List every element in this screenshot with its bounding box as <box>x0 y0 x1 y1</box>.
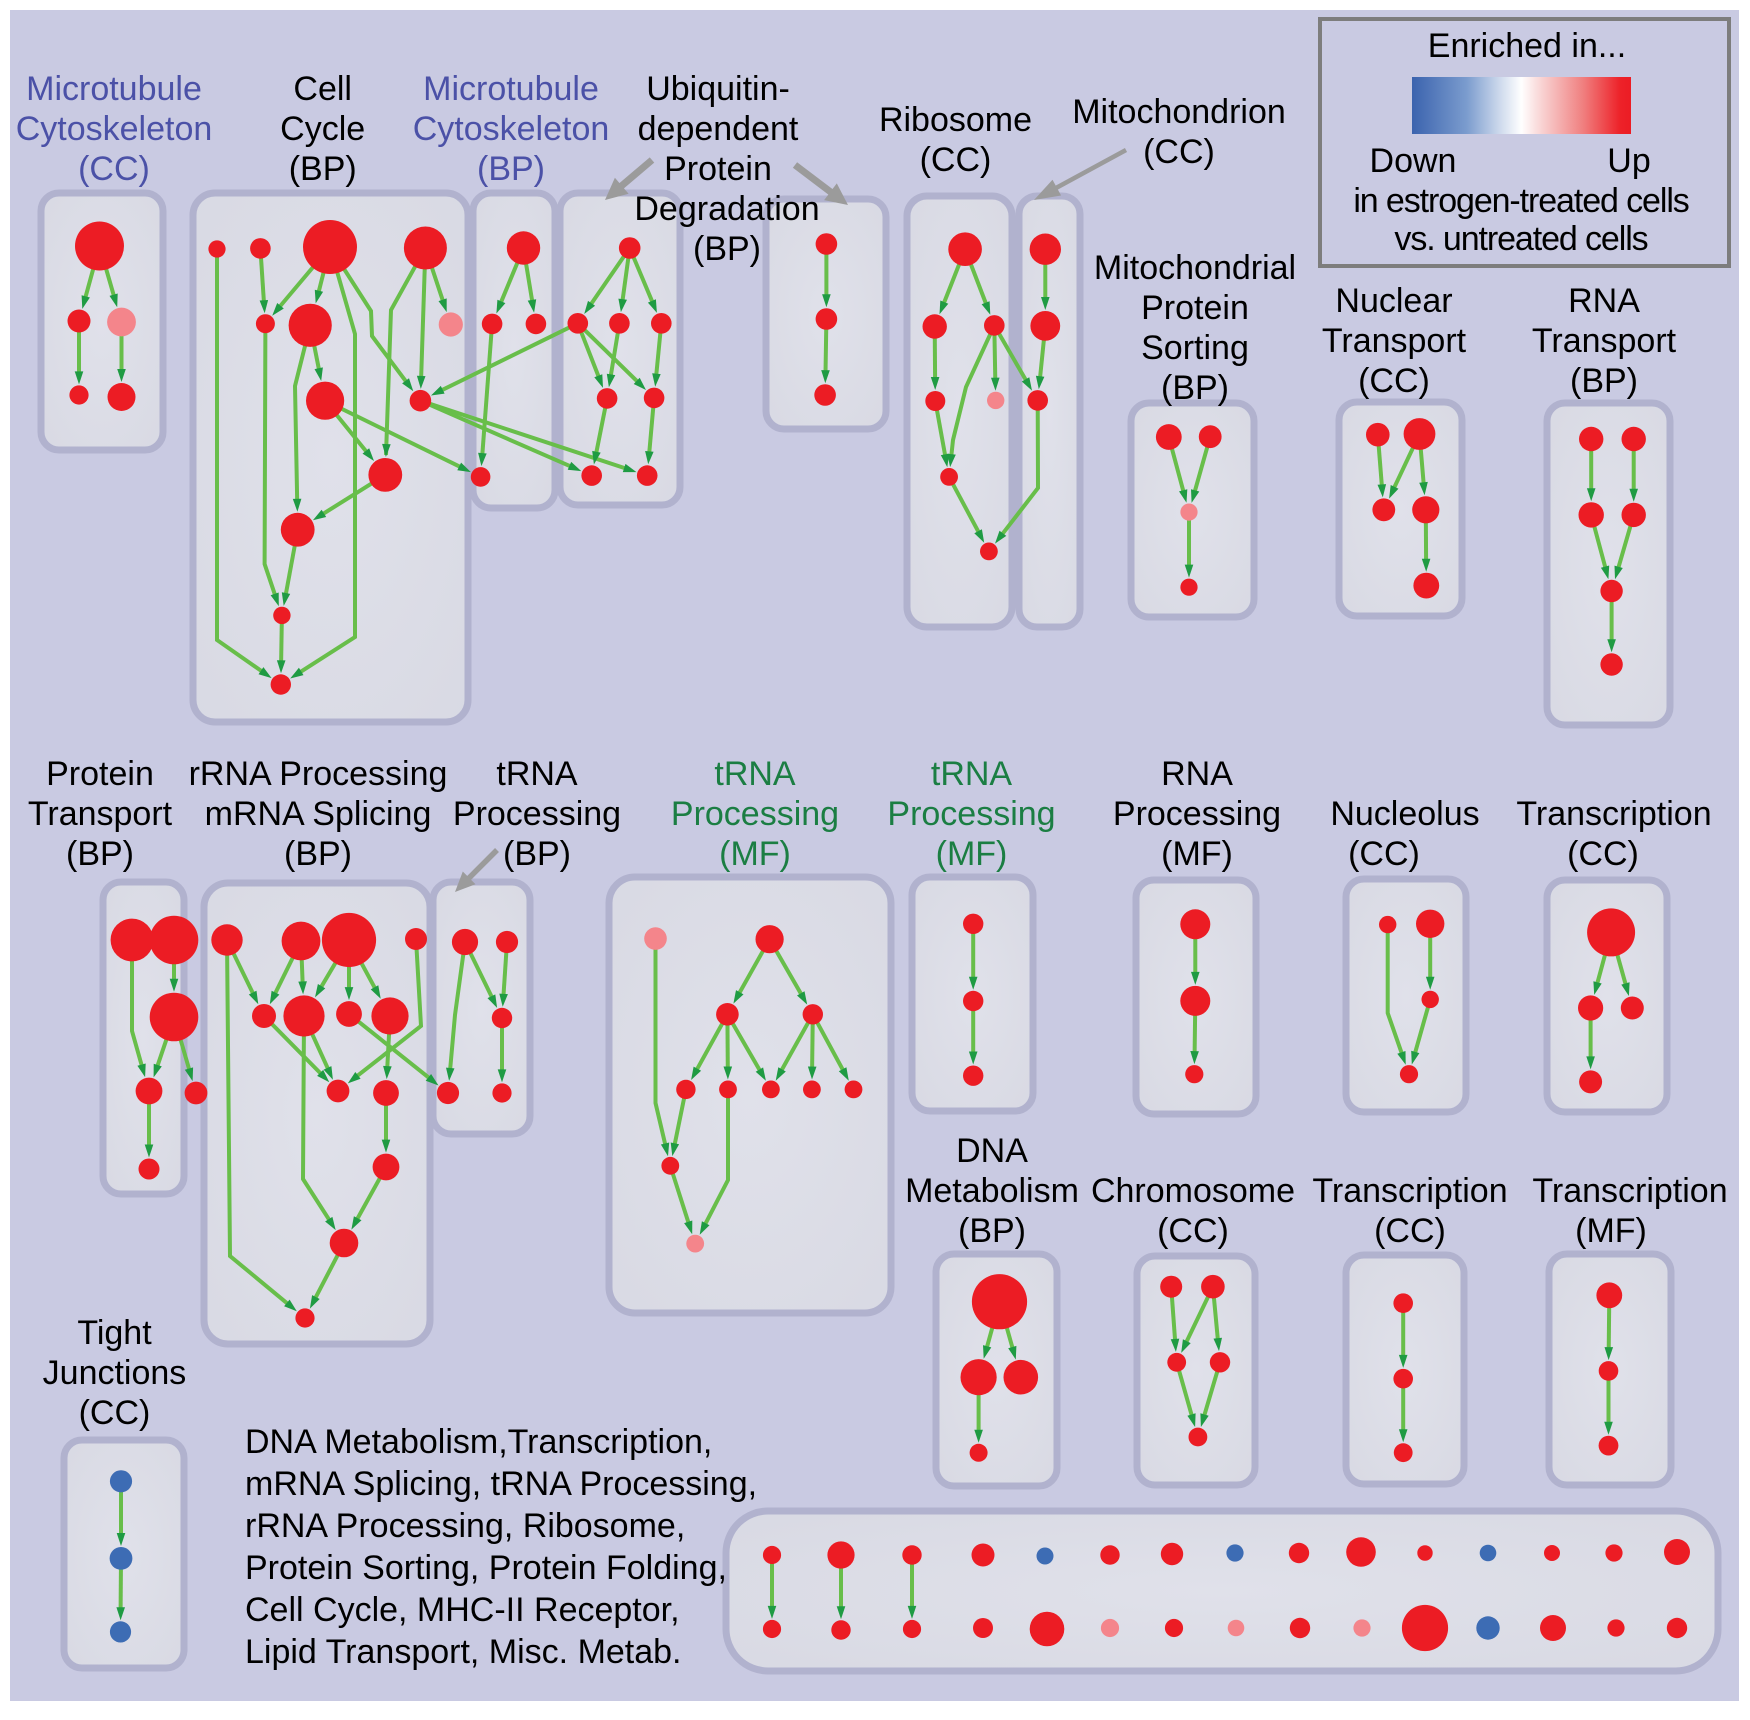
svg-text:Mitochondrial: Mitochondrial <box>1094 249 1296 287</box>
svg-text:Lipid Transport, Misc. Metab.: Lipid Transport, Misc. Metab. <box>245 1633 682 1671</box>
svg-text:Processing: Processing <box>887 795 1055 833</box>
svg-text:Transcription: Transcription <box>1312 1172 1507 1210</box>
svg-text:RNA: RNA <box>1161 755 1233 793</box>
svg-text:tRNA: tRNA <box>931 755 1013 793</box>
svg-text:(BP): (BP) <box>289 150 357 188</box>
svg-text:Tight: Tight <box>77 1314 152 1352</box>
svg-text:Junctions: Junctions <box>43 1354 187 1392</box>
svg-text:Up: Up <box>1607 142 1650 180</box>
svg-text:RNA: RNA <box>1568 282 1640 320</box>
svg-text:vs. untreated cells: vs. untreated cells <box>1394 220 1647 258</box>
svg-text:(BP): (BP) <box>503 835 571 873</box>
svg-text:Chromosome: Chromosome <box>1091 1172 1295 1210</box>
svg-text:Processing: Processing <box>1113 795 1281 833</box>
svg-text:(CC): (CC) <box>1567 835 1639 873</box>
svg-text:(CC): (CC) <box>1143 133 1215 171</box>
svg-text:Protein: Protein <box>664 150 772 188</box>
svg-text:(MF): (MF) <box>1575 1212 1647 1250</box>
svg-text:Degradation: Degradation <box>634 190 819 228</box>
svg-text:Processing: Processing <box>671 795 839 833</box>
svg-text:Nuclear: Nuclear <box>1335 282 1452 320</box>
svg-text:Microtubule: Microtubule <box>26 70 202 108</box>
svg-text:Cell: Cell <box>293 70 352 108</box>
svg-text:in estrogen-treated cells: in estrogen-treated cells <box>1353 182 1688 220</box>
svg-text:(CC): (CC) <box>1374 1212 1446 1250</box>
svg-text:(CC): (CC) <box>78 150 150 188</box>
svg-text:(BP): (BP) <box>284 835 352 873</box>
svg-text:Transport: Transport <box>1322 322 1467 360</box>
svg-text:Mitochondrion: Mitochondrion <box>1072 93 1286 131</box>
svg-text:Sorting: Sorting <box>1141 329 1249 367</box>
svg-text:mRNA Splicing, tRNA Processing: mRNA Splicing, tRNA Processing, <box>245 1465 757 1503</box>
svg-text:Metabolism: Metabolism <box>905 1172 1079 1210</box>
svg-text:Ubiquitin-: Ubiquitin- <box>646 70 790 108</box>
svg-text:Cytoskeleton: Cytoskeleton <box>413 110 610 148</box>
svg-text:Microtubule: Microtubule <box>423 70 599 108</box>
svg-text:(MF): (MF) <box>936 835 1008 873</box>
svg-text:Nucleolus: Nucleolus <box>1330 795 1479 833</box>
svg-text:Transcription: Transcription <box>1516 795 1711 833</box>
svg-text:Protein Sorting, Protein Foldi: Protein Sorting, Protein Folding, <box>245 1549 727 1587</box>
svg-text:(MF): (MF) <box>719 835 791 873</box>
svg-text:Transport: Transport <box>1532 322 1677 360</box>
svg-text:(BP): (BP) <box>958 1212 1026 1250</box>
svg-text:mRNA Splicing: mRNA Splicing <box>205 795 432 833</box>
svg-text:tRNA: tRNA <box>496 755 578 793</box>
svg-text:rRNA Processing: rRNA Processing <box>189 755 448 793</box>
svg-text:Cytoskeleton: Cytoskeleton <box>16 110 213 148</box>
svg-text:(BP): (BP) <box>477 150 545 188</box>
svg-text:rRNA Processing, Ribosome,: rRNA Processing, Ribosome, <box>245 1507 685 1545</box>
svg-text:Transport: Transport <box>28 795 173 833</box>
svg-text:(CC): (CC) <box>1157 1212 1229 1250</box>
svg-text:(BP): (BP) <box>693 230 761 268</box>
svg-text:Cell Cycle, MHC-II Receptor,: Cell Cycle, MHC-II Receptor, <box>245 1591 680 1629</box>
svg-text:(CC): (CC) <box>1348 835 1420 873</box>
svg-text:(BP): (BP) <box>66 835 134 873</box>
svg-text:Protein: Protein <box>46 755 154 793</box>
svg-text:(BP): (BP) <box>1161 369 1229 407</box>
svg-text:DNA: DNA <box>956 1132 1028 1170</box>
svg-text:tRNA: tRNA <box>714 755 796 793</box>
svg-text:(MF): (MF) <box>1161 835 1233 873</box>
svg-text:(CC): (CC) <box>920 141 992 179</box>
svg-text:Processing: Processing <box>453 795 621 833</box>
svg-text:Down: Down <box>1370 142 1457 180</box>
svg-text:Enriched in...: Enriched in... <box>1428 27 1626 65</box>
svg-text:(BP): (BP) <box>1570 362 1638 400</box>
svg-text:DNA Metabolism,Transcription,: DNA Metabolism,Transcription, <box>245 1423 712 1461</box>
svg-text:Protein: Protein <box>1141 289 1249 327</box>
svg-text:Transcription: Transcription <box>1532 1172 1727 1210</box>
svg-text:(CC): (CC) <box>79 1394 151 1432</box>
svg-text:(CC): (CC) <box>1358 362 1430 400</box>
svg-text:dependent: dependent <box>638 110 799 148</box>
svg-text:Ribosome: Ribosome <box>879 101 1032 139</box>
svg-text:Cycle: Cycle <box>280 110 365 148</box>
